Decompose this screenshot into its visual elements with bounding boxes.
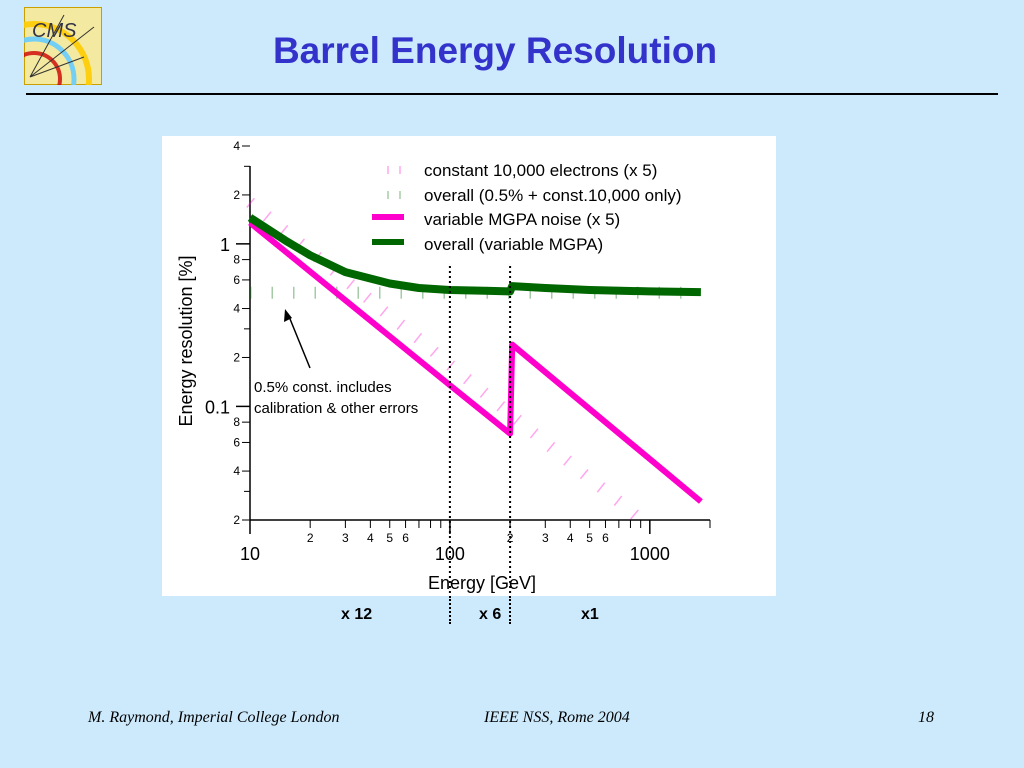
y-axis-label: Energy resolution [%]	[176, 255, 196, 426]
legend-item-constant-electrons: constant 10,000 electrons (x 5)	[387, 161, 657, 180]
slide-title: Barrel Energy Resolution	[272, 30, 718, 71]
legend-label: overall (0.5% + const.10,000 only)	[424, 186, 682, 205]
series-line-3	[248, 220, 703, 504]
y-minor-tick-label: 2	[233, 513, 240, 527]
y-tick-label: 0.1	[205, 397, 230, 417]
x-minor-tick-label: 2	[307, 531, 314, 545]
region-label-x12: x 12	[341, 606, 373, 623]
y-minor-tick-label: 2	[233, 350, 240, 364]
legend-item-variable-mgpa: variable MGPA noise (x 5)	[372, 210, 620, 229]
x-minor-tick-label: 5	[386, 531, 393, 545]
x-minor-tick-label: 3	[342, 531, 349, 545]
legend: constant 10,000 electrons (x 5) overall …	[372, 161, 682, 254]
logo-text: CMS	[32, 20, 77, 42]
y-minor-tick-label: 6	[233, 435, 240, 449]
footer-page-number: 18	[918, 709, 934, 726]
footer-conference: IEEE NSS, Rome 2004	[484, 709, 630, 726]
annotation-const: 0.5% const. includes calibration & other…	[254, 309, 418, 417]
x-tick-label: 100	[435, 544, 465, 564]
y-minor-tick-label: 6	[233, 273, 240, 287]
region-label-x6: x 6	[479, 606, 502, 623]
y-minor-tick-label: 8	[233, 415, 240, 429]
legend-label: overall (variable MGPA)	[424, 235, 603, 254]
x-tick-label: 10	[240, 544, 260, 564]
annotation-line-2: calibration & other errors	[254, 400, 418, 417]
y-minor-tick-label: 8	[233, 253, 240, 267]
x-axis-label: Energy [GeV]	[428, 573, 536, 593]
y-minor-tick-label: 4	[233, 464, 240, 478]
region-divider-extension	[509, 596, 512, 624]
region-label-x1: x1	[581, 606, 599, 623]
legend-item-overall-const: overall (0.5% + const.10,000 only)	[387, 186, 682, 205]
chart-panel: 10 100 1000 2 3 4 5 6 2 3 4 5 6 1 0.1 4 2 8 6 4 2 8 6 4 2 Energy…	[162, 136, 776, 596]
y-minor-tick-label: 4	[233, 302, 240, 316]
series-line-4	[247, 214, 701, 297]
y-minor-tick-label: 4	[233, 139, 240, 153]
x-minor-tick-label: 6	[602, 531, 609, 545]
x-minor-tick-label: 5	[586, 531, 593, 545]
footer-author: M. Raymond, Imperial College London	[88, 709, 340, 726]
chart-background	[162, 136, 776, 596]
x-tick-label: 1000	[630, 544, 670, 564]
annotation-line-1: 0.5% const. includes	[254, 379, 392, 396]
title-divider	[26, 93, 998, 95]
annotation-arrow	[287, 313, 311, 369]
x-minor-tick-label: 3	[542, 531, 549, 545]
legend-item-overall-variable-mgpa: overall (variable MGPA)	[372, 235, 603, 254]
legend-label: variable MGPA noise (x 5)	[424, 210, 620, 229]
x-minor-tick-label: 2	[507, 531, 514, 545]
cms-logo: CMS	[24, 7, 102, 85]
x-minor-tick-label: 4	[367, 531, 374, 545]
legend-label: constant 10,000 electrons (x 5)	[424, 161, 657, 180]
region-divider-extension	[448, 596, 451, 624]
y-tick-label: 1	[220, 235, 230, 255]
x-minor-tick-label: 4	[567, 531, 574, 545]
annotation-arrowhead	[284, 309, 292, 322]
x-minor-tick-label: 6	[402, 531, 409, 545]
y-minor-tick-label: 2	[233, 188, 240, 202]
